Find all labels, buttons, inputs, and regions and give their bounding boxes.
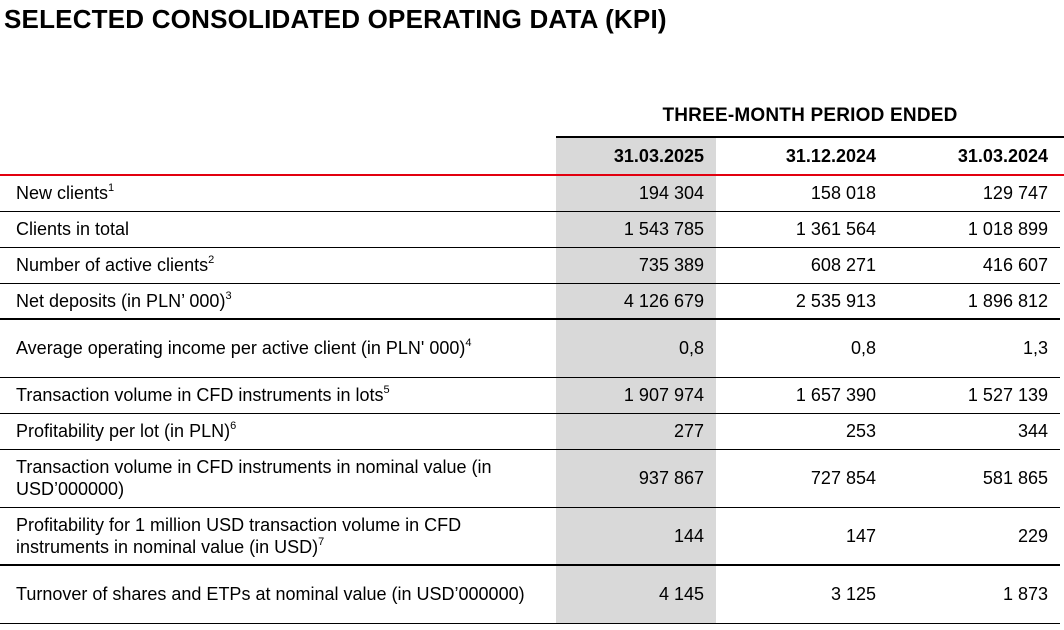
current-period-highlight xyxy=(556,138,716,174)
row-label: Transaction volume in CFD instruments in… xyxy=(0,449,556,508)
value-cell: 1 873 xyxy=(888,565,1060,624)
table-row: Net deposits (in PLN’ 000)3 4 126 679 2 … xyxy=(0,283,1060,320)
row-label: Number of active clients2 xyxy=(0,247,556,284)
value-cell: 147 xyxy=(716,507,888,566)
value-cell: 581 865 xyxy=(888,449,1060,508)
value-cell: 1 018 899 xyxy=(888,211,1060,248)
table-row: Profitability for 1 million USD transact… xyxy=(0,507,1060,566)
value-cell: 229 xyxy=(888,507,1060,566)
kpi-table: New clients1 194 304 158 018 129 747 Cli… xyxy=(0,176,1060,624)
value-cell: 1 657 390 xyxy=(716,377,888,414)
row-label: Turnover of shares and ETPs at nominal v… xyxy=(0,565,556,624)
value-cell: 1 361 564 xyxy=(716,211,888,248)
value-cell: 608 271 xyxy=(716,247,888,284)
value-cell: 4 126 679 xyxy=(556,283,716,320)
table-row: New clients1 194 304 158 018 129 747 xyxy=(0,176,1060,212)
header-divider xyxy=(0,174,1064,176)
footnote-marker: 2 xyxy=(208,254,215,266)
value-cell: 2 535 913 xyxy=(716,283,888,320)
value-cell: 1 907 974 xyxy=(556,377,716,414)
value-cell: 277 xyxy=(556,413,716,450)
table-row: Number of active clients2 735 389 608 27… xyxy=(0,247,1060,284)
row-label: Profitability per lot (in PLN)6 xyxy=(0,413,556,450)
footnote-marker: 3 xyxy=(225,289,232,302)
value-cell: 1 543 785 xyxy=(556,211,716,248)
value-cell: 144 xyxy=(556,507,716,566)
row-label: Profitability for 1 million USD transact… xyxy=(0,507,556,566)
table-row: Clients in total 1 543 785 1 361 564 1 0… xyxy=(0,211,1060,248)
table-row: Transaction volume in CFD instruments in… xyxy=(0,449,1060,508)
value-cell: 3 125 xyxy=(716,565,888,624)
row-label: Average operating income per active clie… xyxy=(0,319,556,378)
value-cell: 416 607 xyxy=(888,247,1060,284)
value-cell: 158 018 xyxy=(716,176,888,212)
value-cell: 253 xyxy=(716,413,888,450)
table-row: Transaction volume in CFD instruments in… xyxy=(0,377,1060,414)
footnote-marker: 5 xyxy=(383,384,390,396)
value-cell: 1,3 xyxy=(888,319,1060,378)
value-cell: 344 xyxy=(888,413,1060,450)
footnote-marker: 7 xyxy=(318,535,325,548)
column-header-1: 31.03.2025 xyxy=(613,145,704,166)
column-header-3: 31.03.2024 xyxy=(957,145,1048,166)
value-cell: 4 145 xyxy=(556,565,716,624)
value-cell: 0,8 xyxy=(716,319,888,378)
table-row: Profitability per lot (in PLN)6 277 253 … xyxy=(0,413,1060,450)
footnote-marker: 6 xyxy=(230,420,237,432)
row-label: Transaction volume in CFD instruments in… xyxy=(0,377,556,414)
page-title: SELECTED CONSOLIDATED OPERATING DATA (KP… xyxy=(4,4,667,34)
period-header-rule xyxy=(556,136,1064,138)
table-row: Turnover of shares and ETPs at nominal v… xyxy=(0,565,1060,624)
value-cell: 0,8 xyxy=(556,319,716,378)
value-cell: 1 896 812 xyxy=(888,283,1060,320)
value-cell: 1 527 139 xyxy=(888,377,1060,414)
value-cell: 937 867 xyxy=(556,449,716,508)
table-row: Average operating income per active clie… xyxy=(0,319,1060,378)
row-label: Net deposits (in PLN’ 000)3 xyxy=(0,283,556,320)
value-cell: 129 747 xyxy=(888,176,1060,212)
value-cell: 194 304 xyxy=(556,176,716,212)
row-label: New clients1 xyxy=(0,176,556,212)
column-header-2: 31.12.2024 xyxy=(785,145,876,166)
value-cell: 735 389 xyxy=(556,247,716,284)
period-header: THREE-MONTH PERIOD ENDED xyxy=(662,105,958,126)
value-cell: 727 854 xyxy=(716,449,888,508)
footnote-marker: 4 xyxy=(465,337,472,350)
row-label: Clients in total xyxy=(0,211,556,248)
footnote-marker: 1 xyxy=(108,182,115,195)
